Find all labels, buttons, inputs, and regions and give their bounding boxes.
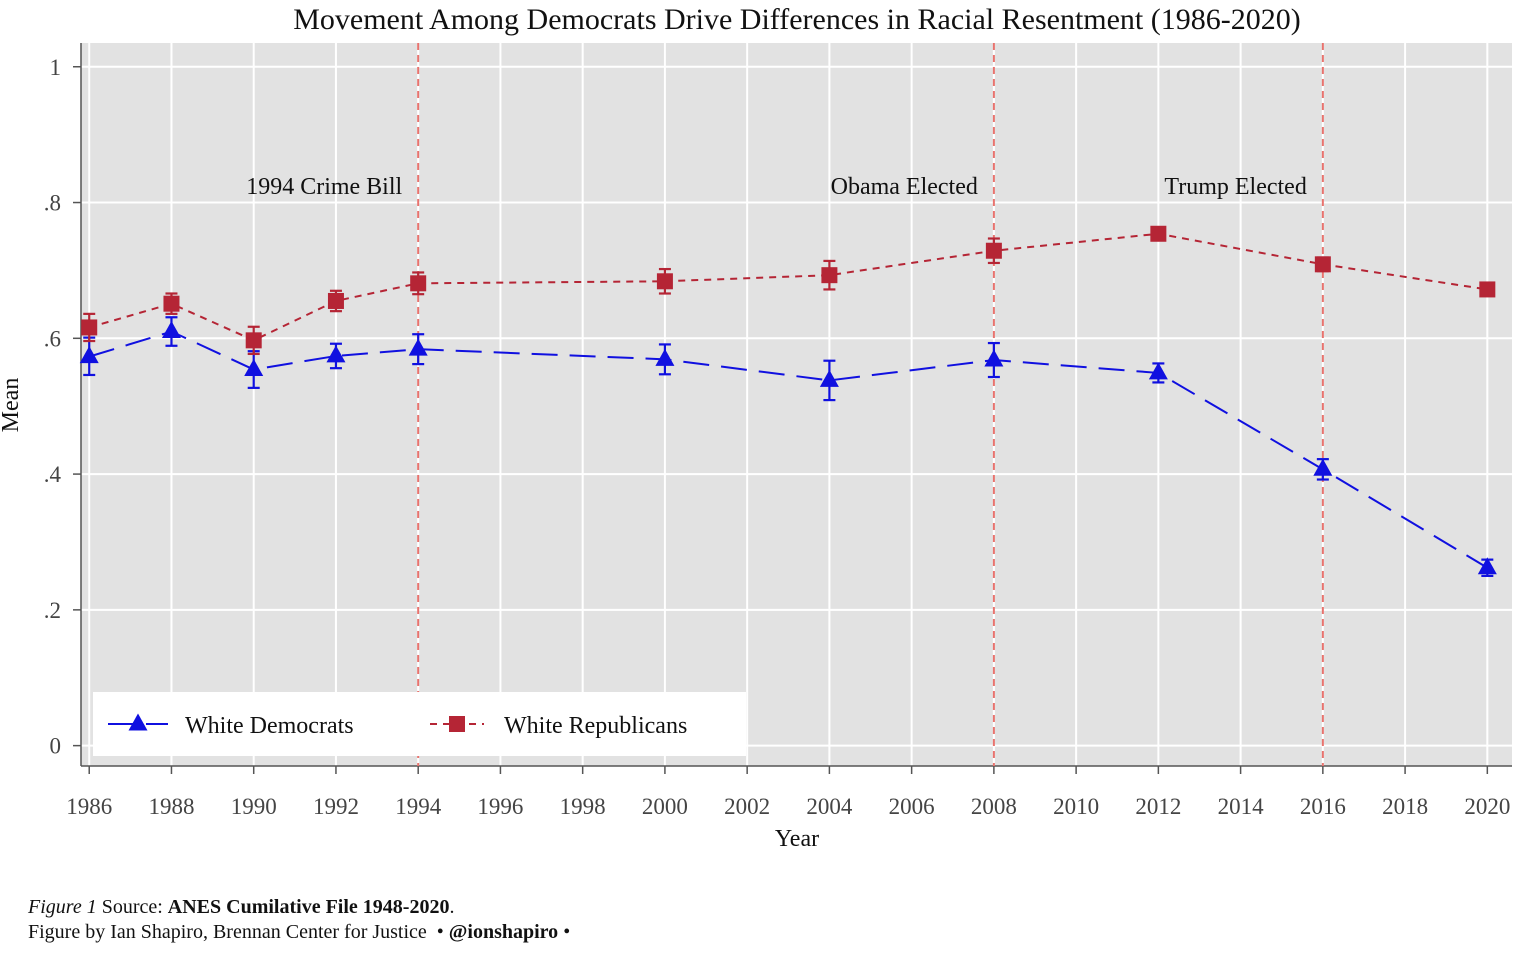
x-tick-label: 2012 [1135,794,1181,819]
data-point-square [1314,256,1331,273]
data-point-square [163,295,180,312]
author-handle: @ionshapiro [448,921,559,943]
x-tick-label: 2020 [1464,794,1510,819]
data-point-square [821,267,838,284]
data-point-triangle [1313,458,1333,476]
legend-label: White Democrats [185,713,354,739]
data-point-triangle [984,349,1004,367]
series-line [88,232,1488,342]
data-point-square [245,332,262,349]
data-point-triangle [408,338,428,356]
x-tick-label: 2002 [724,794,770,819]
x-axis-title: Year [775,826,819,852]
plot-background [81,43,1512,766]
y-axis-title: Mean [0,378,24,433]
x-tick-label: 2014 [1218,794,1265,819]
x-tick-label: 1998 [560,794,606,819]
x-tick-label: 2000 [642,794,688,819]
x-tick-label: 2008 [971,794,1017,819]
reference-line-label: Obama Elected [831,174,978,200]
figure-label: Figure 1 [28,896,97,918]
data-point-triangle [161,320,181,338]
data-point-square [985,242,1002,259]
y-tick-label: 0 [50,734,62,759]
data-point-triangle [79,346,99,364]
reference-line-label: Trump Elected [1164,174,1306,200]
chart-title: Movement Among Democrats Drive Differenc… [293,3,1301,36]
x-tick-label: 1992 [313,794,359,819]
y-tick-label: .2 [44,598,61,623]
reference-lines: 1994 Crime Bill Obama Elected Trump Electe… [246,43,1324,766]
credit-text: Figure by Ian Shapiro, Brennan Center fo… [28,921,449,943]
legend: White Democrats White Republicans [93,692,746,756]
data-point-triangle [819,369,839,387]
data-point-triangle [655,348,675,366]
x-tick-label: 2010 [1053,794,1099,819]
x-tick-label: 2006 [889,794,935,819]
reference-line-label: 1994 Crime Bill [246,174,402,200]
x-tick-label: 1996 [477,794,523,819]
data-point-square [656,273,673,290]
data-point-triangle [1477,557,1497,575]
y-tick-label: 1 [50,55,62,80]
y-tick-label: .8 [44,191,61,216]
x-tick-label: 2004 [806,794,853,819]
data-point-triangle [128,713,148,731]
axes: 1986 1988 1990 1992 1994 1996 1998 2000 2002 2004… [44,43,1512,819]
data-point-square [410,275,427,292]
data-point-square [449,716,465,732]
source-name: ANES Cumilative File 1948-2020 [167,896,450,918]
credit-suffix: • [558,921,571,943]
y-tick-label: .6 [44,326,61,351]
source-prefix: Source: [96,896,168,918]
legend-label: White Republicans [504,713,687,739]
series-white-democrats [79,316,1497,578]
data-point-square [81,319,98,336]
x-tick-label: 2016 [1300,794,1346,819]
data-point-triangle [326,345,346,363]
caption-source-line: Figure 1 Source: ANES Cumilative File 19… [28,896,454,919]
data-point-triangle [244,358,264,376]
source-suffix: . [449,896,455,918]
caption-credit-line: Figure by Ian Shapiro, Brennan Center fo… [28,921,570,944]
y-tick-label: .4 [44,462,62,487]
x-tick-label: 2018 [1382,794,1428,819]
data-point-square [327,292,344,309]
series-layer [79,225,1497,578]
data-point-triangle [1148,362,1168,380]
data-point-square [1150,225,1167,242]
x-tick-label: 1990 [231,794,277,819]
x-tick-label: 1986 [66,794,112,819]
series-white-republicans [81,225,1496,356]
x-tick-label: 1994 [395,794,442,819]
data-point-square [1479,281,1496,298]
legend-box [93,692,746,756]
racial-resentment-chart: Movement Among Democrats Drive Differenc… [0,3,1512,852]
x-tick-label: 1988 [148,794,194,819]
